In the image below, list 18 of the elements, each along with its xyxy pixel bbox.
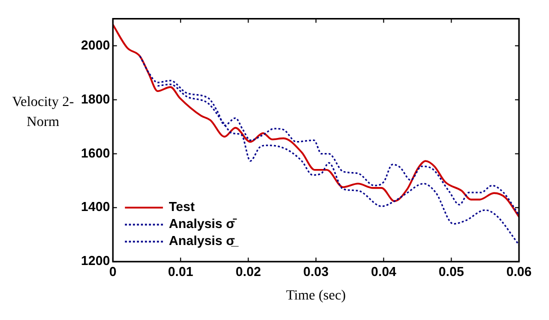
legend-label: Analysis σ̄	[168, 216, 237, 232]
x-tick-label: 0.01	[168, 264, 194, 279]
x-tick-label: 0.05	[438, 264, 464, 279]
x-tick-label: 0.04	[370, 264, 398, 279]
x-axis-title: Time (sec)	[286, 288, 346, 304]
y-axis-title: Velocity 2-Norm	[12, 94, 74, 132]
legend-label: Test	[168, 199, 196, 214]
y-tick-label: 1800	[81, 91, 110, 106]
legend-label: Analysis σ̲	[168, 233, 239, 248]
y-tick-label: 1400	[81, 199, 110, 214]
y-tick-label: 2000	[81, 37, 110, 52]
x-tick-label: 0	[109, 264, 117, 279]
x-tick-label: 0.06	[506, 264, 532, 279]
x-tick-label: 0.03	[303, 264, 329, 279]
y-tick-label: 1600	[81, 145, 110, 160]
x-tick-label: 0.02	[236, 264, 261, 279]
line-series	[112, 24, 519, 218]
y-tick-label: 1200	[81, 253, 110, 268]
